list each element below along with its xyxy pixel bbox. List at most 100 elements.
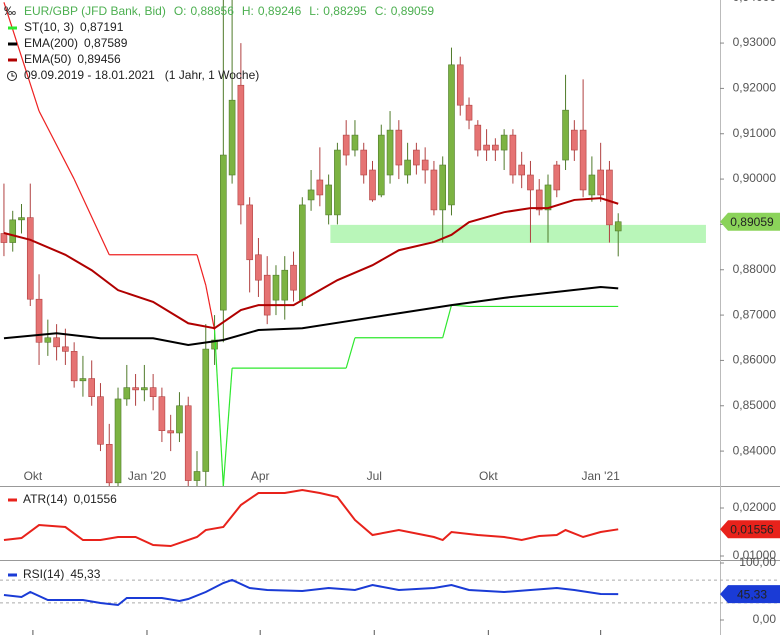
- y-tick-label: 0,92000: [733, 81, 777, 95]
- candle-body: [220, 154, 227, 311]
- candle-body: [272, 274, 280, 301]
- indicator-line: [3, 488, 619, 548]
- candle-body: [509, 134, 517, 176]
- y-tick-label: 0,02000: [733, 500, 777, 514]
- ohlc-key: O:: [174, 4, 187, 18]
- supertrend-segment: [442, 304, 453, 338]
- legend-value: 0,89456: [77, 52, 121, 66]
- candle-body: [614, 221, 622, 232]
- candle-body: [404, 159, 411, 176]
- ohlc-value: 0,89059: [391, 4, 435, 18]
- legend-name: RSI(14): [23, 567, 64, 581]
- x-tick-label: Okt: [24, 469, 43, 483]
- candle-body: [342, 134, 350, 156]
- candle-body: [413, 149, 420, 166]
- candle-body: [456, 64, 464, 106]
- indicator-line: [3, 197, 619, 330]
- candle-body: [123, 387, 131, 400]
- candle-body: [492, 144, 499, 151]
- candle-body: [255, 254, 262, 281]
- clock-hand: [11, 73, 15, 77]
- candle-body: [483, 144, 490, 151]
- legend-entry: EMA(200) 0,87589: [24, 36, 128, 50]
- y-tick-label: 0,00: [753, 612, 777, 626]
- candle-body: [97, 396, 104, 445]
- candle-body: [237, 84, 245, 206]
- value-box-label: 45,33: [737, 587, 767, 601]
- candle-body: [193, 471, 201, 481]
- candle-body: [62, 346, 69, 352]
- candle-body: [281, 269, 289, 301]
- supertrend-segment: [213, 330, 224, 486]
- candle-body: [395, 129, 403, 166]
- main-plot: [0, 0, 706, 486]
- candle-body: [430, 169, 438, 211]
- legend-value: 0,01556: [73, 492, 117, 506]
- ohlc-value: 0,88295: [323, 4, 367, 18]
- candle-body: [518, 164, 525, 176]
- y-tick-label: 0,88000: [733, 262, 777, 276]
- candle-body: [26, 217, 34, 300]
- candle-body: [141, 387, 148, 391]
- candle-body: [35, 298, 43, 343]
- supertrend-segment: [205, 285, 216, 331]
- x-tick-label: Apr: [251, 469, 270, 483]
- candle-body: [114, 398, 122, 484]
- indicator-line: [3, 578, 619, 607]
- clock-icon: [7, 71, 17, 81]
- candle-body: [369, 169, 376, 201]
- candle-body: [79, 378, 87, 382]
- ohlc-value: 0,88856: [191, 4, 235, 18]
- y-tick-label: 0,93000: [733, 35, 777, 49]
- supertrend-segment: [38, 110, 75, 180]
- legend-name: EMA(50): [24, 52, 71, 66]
- ohlc-key: C:: [375, 4, 387, 18]
- candle-body: [377, 134, 385, 196]
- y-tick-label: 0,85000: [733, 398, 777, 412]
- legend-entry: ST(10, 3) 0,87191: [24, 20, 124, 34]
- legend-swatch: [8, 498, 17, 502]
- x-tick-label: Okt: [479, 469, 498, 483]
- candle-body: [70, 351, 78, 382]
- legend-value: 0,87191: [80, 20, 124, 34]
- candle-body: [527, 174, 534, 191]
- candle-body: [597, 169, 604, 196]
- y-tick-label: 100,00: [739, 555, 776, 569]
- candle-body: [105, 443, 113, 484]
- y-tick-label: 0,90000: [733, 171, 777, 185]
- candle-body: [202, 348, 210, 472]
- ohlc-value: 0,89246: [258, 4, 302, 18]
- period: 09.09.2019 - 18.01.2021 (1 Jahr, 1 Woche): [24, 68, 259, 82]
- candle-body: [167, 430, 174, 434]
- candle-body: [325, 184, 332, 216]
- y-tick-label: 0,91000: [733, 126, 777, 140]
- x-tick-label: Jul: [367, 469, 382, 483]
- legend-swatch: [8, 26, 17, 30]
- indicator-line: [3, 285, 619, 347]
- candle-body: [44, 337, 52, 343]
- candle-body: [132, 387, 139, 391]
- candle-body: [360, 149, 368, 176]
- candle-body: [53, 337, 60, 348]
- legend-entry: RSI(14) 45,33: [23, 567, 101, 581]
- value-box-label: 0,01556: [730, 522, 774, 536]
- legend-swatch: [8, 573, 17, 577]
- y-tick-label: 0,01000: [733, 548, 777, 562]
- supertrend-segment: [222, 368, 233, 486]
- candle-body: [579, 129, 587, 191]
- candle-body: [588, 174, 596, 196]
- value-box: [720, 212, 780, 231]
- candle-body: [500, 134, 508, 151]
- legend-swatch: [8, 58, 17, 62]
- y-tick-label: 0,87000: [733, 307, 777, 321]
- legend-entry: ATR(14) 0,01556: [23, 492, 117, 506]
- candle-body: [553, 164, 561, 191]
- legend-value: 0,87589: [84, 36, 128, 50]
- candle-body: [386, 129, 394, 176]
- candle-body: [439, 164, 447, 211]
- candle-body: [299, 204, 306, 301]
- y-tick-label: 0,86000: [733, 353, 777, 367]
- candle-body: [246, 204, 253, 261]
- x-tick-label: Jan '21: [581, 469, 620, 483]
- candle-body: [544, 184, 552, 211]
